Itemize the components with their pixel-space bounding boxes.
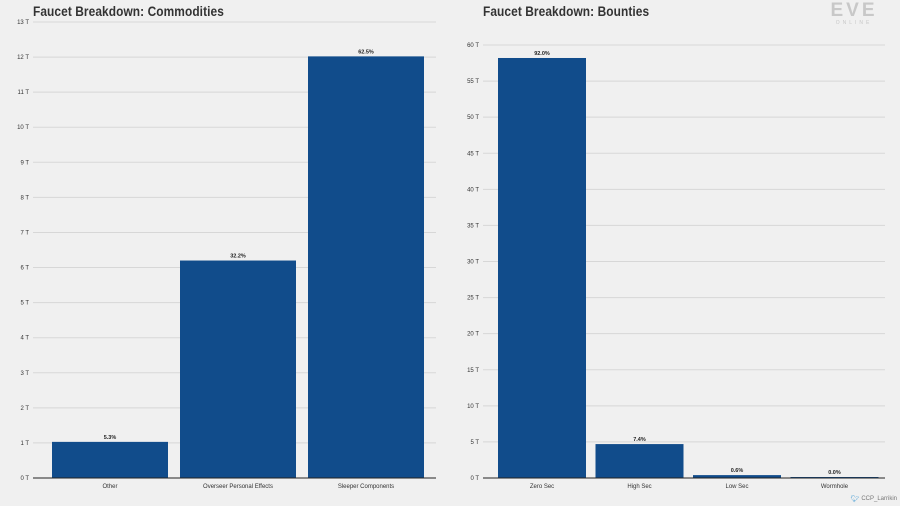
bounties-y-tick-label: 20 T — [467, 332, 479, 338]
commodities-y-tick-label: 10 T — [17, 125, 29, 131]
bounties-y-tick-label: 50 T — [467, 115, 479, 121]
commodities-y-tick-label: 4 T — [20, 336, 29, 342]
commodities-y-tick-label: 11 T — [18, 90, 30, 96]
logo-main-text: EVE — [830, 0, 878, 21]
commodities-data-label: 62.5% — [358, 49, 374, 55]
commodities-y-tick-label: 3 T — [20, 371, 29, 377]
bounties-y-tick-label: 25 T — [467, 296, 479, 302]
commodities-category-label: Other — [102, 484, 117, 490]
commodities-y-tick-label: 8 T — [20, 195, 29, 201]
logo-sub-text: ONLINE — [835, 20, 873, 26]
bounties-y-tick-label: 60 T — [467, 43, 479, 49]
bounties-bar — [498, 57, 586, 479]
commodities-y-tick-label: 13 T — [17, 20, 29, 26]
bounties-bar — [595, 444, 684, 478]
commodities-y-tick-label: 7 T — [20, 230, 29, 236]
bounties-y-tick-label: 40 T — [467, 187, 479, 193]
bounties-chart-title: Faucet Breakdown: Bounties — [483, 3, 650, 19]
commodities-y-tick-label: 12 T — [17, 55, 29, 61]
commodities-y-tick-label: 6 T — [20, 266, 29, 272]
bounties-y-tick-label: 45 T — [467, 151, 479, 157]
bounties-y-tick-label: 55 T — [467, 79, 479, 85]
bounties-y-tick-label: 5 T — [470, 440, 479, 446]
commodities-chart-title: Faucet Breakdown: Commodities — [33, 3, 224, 19]
bounties-y-tick-label: 35 T — [467, 223, 479, 229]
twitter-bird-icon: 🐦︎ — [850, 496, 860, 503]
bounties-data-label: 0.6% — [731, 468, 744, 474]
commodities-data-label: 32.2% — [230, 254, 246, 260]
commodities-y-tick-label: 5 T — [20, 301, 29, 307]
bounties-category-label: Low Sec — [725, 484, 748, 490]
commodities-data-label: 5.3% — [104, 435, 117, 441]
bounties-y-tick-label: 0 T — [470, 476, 479, 482]
bounties-data-label: 7.4% — [633, 437, 646, 443]
commodities-bar — [308, 56, 424, 478]
commodities-category-label: Sleeper Components — [338, 484, 394, 490]
commodities-y-tick-label: 0 T — [20, 476, 29, 482]
commodities-y-tick-label: 9 T — [20, 160, 29, 166]
bounties-category-label: Zero Sec — [530, 484, 554, 490]
commodities-bar — [52, 441, 168, 478]
bounties-y-tick-label: 30 T — [467, 260, 479, 266]
bounties-category-label: High Sec — [627, 484, 651, 490]
commodities-category-label: Overseer Personal Effects — [203, 484, 273, 490]
commodities-bar — [180, 260, 296, 478]
bounties-y-tick-label: 10 T — [467, 404, 479, 410]
bounties-bar — [693, 475, 781, 478]
commodities-y-tick-label: 1 T — [20, 441, 29, 447]
bounties-y-tick-label: 15 T — [467, 368, 479, 374]
bounties-data-label: 0.0% — [828, 470, 841, 476]
credit-handle: CCP_Larrikin — [861, 496, 897, 502]
bounties-data-label: 92.0% — [534, 51, 550, 57]
commodities-y-tick-label: 2 T — [20, 406, 29, 412]
eve-online-logo: EVE ONLINE — [822, 0, 886, 26]
bounties-category-label: Wormhole — [821, 484, 849, 490]
credit: 🐦︎ CCP_Larrikin — [850, 495, 897, 503]
